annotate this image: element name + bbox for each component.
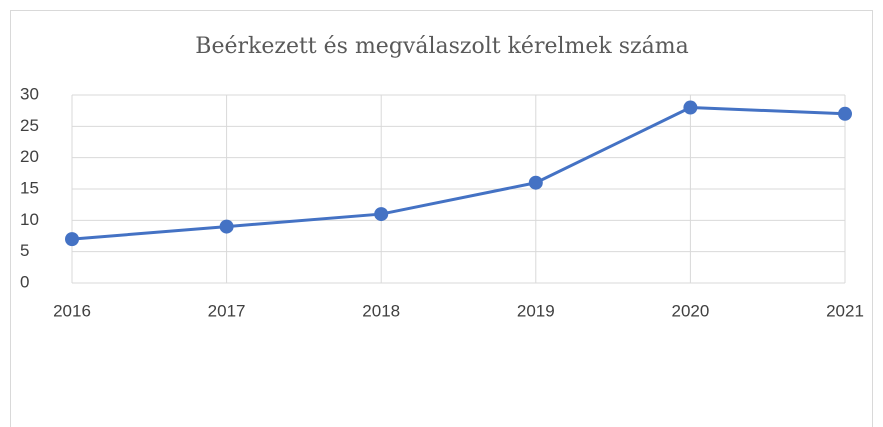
chart-title: Beérkezett és megválaszolt kérelmek szám… — [195, 34, 688, 59]
marker — [683, 100, 698, 115]
y-tick-label: 20 — [20, 147, 39, 166]
marker — [838, 106, 852, 121]
marker — [374, 207, 389, 222]
x-tick-label: 2021 — [826, 301, 864, 320]
y-tick-label: 10 — [20, 210, 39, 229]
y-tick-label: 30 — [20, 84, 39, 103]
x-tick-label: 2017 — [208, 301, 246, 320]
x-tick-label: 2019 — [517, 301, 555, 320]
marker — [65, 232, 79, 247]
marker — [528, 175, 543, 190]
y-tick-label: 0 — [20, 272, 29, 291]
chart-border — [10, 10, 873, 427]
marker — [219, 219, 234, 234]
x-tick-label: 2018 — [362, 301, 400, 320]
y-tick-label: 15 — [20, 178, 39, 197]
line — [71, 106, 846, 241]
y-tick-label: 5 — [20, 241, 29, 260]
y-tick-label: 25 — [20, 116, 39, 135]
x-tick-label: 2016 — [53, 301, 91, 320]
x-tick-label: 2020 — [671, 301, 709, 320]
